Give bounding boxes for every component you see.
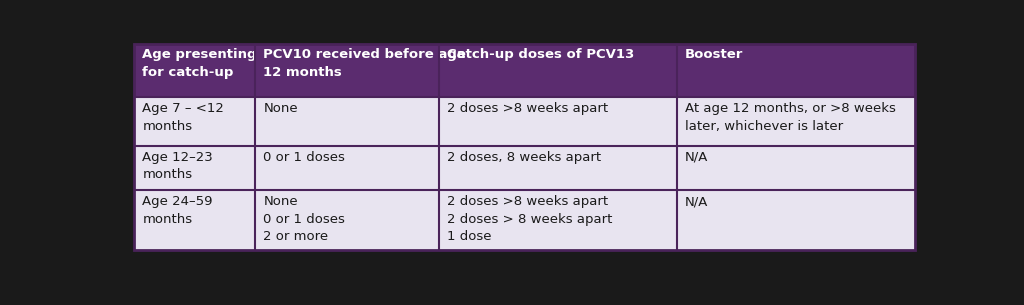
Text: N/A: N/A xyxy=(685,195,709,208)
Bar xyxy=(255,44,439,97)
Bar xyxy=(134,97,255,146)
Text: Catch-up doses of PCV13: Catch-up doses of PCV13 xyxy=(446,48,634,61)
Bar xyxy=(677,190,915,250)
Text: N/A: N/A xyxy=(685,151,709,164)
Bar xyxy=(255,146,439,190)
Text: Age 24–59
months: Age 24–59 months xyxy=(142,195,213,226)
Text: 0 or 1 doses: 0 or 1 doses xyxy=(263,151,345,164)
Text: Age 12–23
months: Age 12–23 months xyxy=(142,151,213,181)
Bar xyxy=(134,44,915,250)
Text: 2 doses, 8 weeks apart: 2 doses, 8 weeks apart xyxy=(446,151,601,164)
Bar xyxy=(439,146,677,190)
Bar xyxy=(134,190,255,250)
Text: At age 12 months, or >8 weeks
later, whichever is later: At age 12 months, or >8 weeks later, whi… xyxy=(685,102,896,133)
Text: Booster: Booster xyxy=(685,48,743,61)
Bar xyxy=(439,44,677,97)
Bar xyxy=(677,146,915,190)
Bar xyxy=(255,97,439,146)
Text: 2 doses >8 weeks apart: 2 doses >8 weeks apart xyxy=(446,102,608,115)
Text: Age 7 – <12
months: Age 7 – <12 months xyxy=(142,102,224,133)
Text: None
0 or 1 doses
2 or more: None 0 or 1 doses 2 or more xyxy=(263,195,345,243)
Bar xyxy=(134,44,915,250)
Bar xyxy=(134,44,255,97)
Bar xyxy=(677,44,915,97)
Bar xyxy=(255,190,439,250)
Bar xyxy=(439,190,677,250)
Text: 2 doses >8 weeks apart
2 doses > 8 weeks apart
1 dose: 2 doses >8 weeks apart 2 doses > 8 weeks… xyxy=(446,195,612,243)
Text: Age presenting
for catch-up: Age presenting for catch-up xyxy=(142,48,257,79)
Text: None: None xyxy=(263,102,298,115)
Bar xyxy=(439,97,677,146)
Bar xyxy=(677,97,915,146)
Bar xyxy=(134,146,255,190)
Text: PCV10 received before age
12 months: PCV10 received before age 12 months xyxy=(263,48,466,79)
